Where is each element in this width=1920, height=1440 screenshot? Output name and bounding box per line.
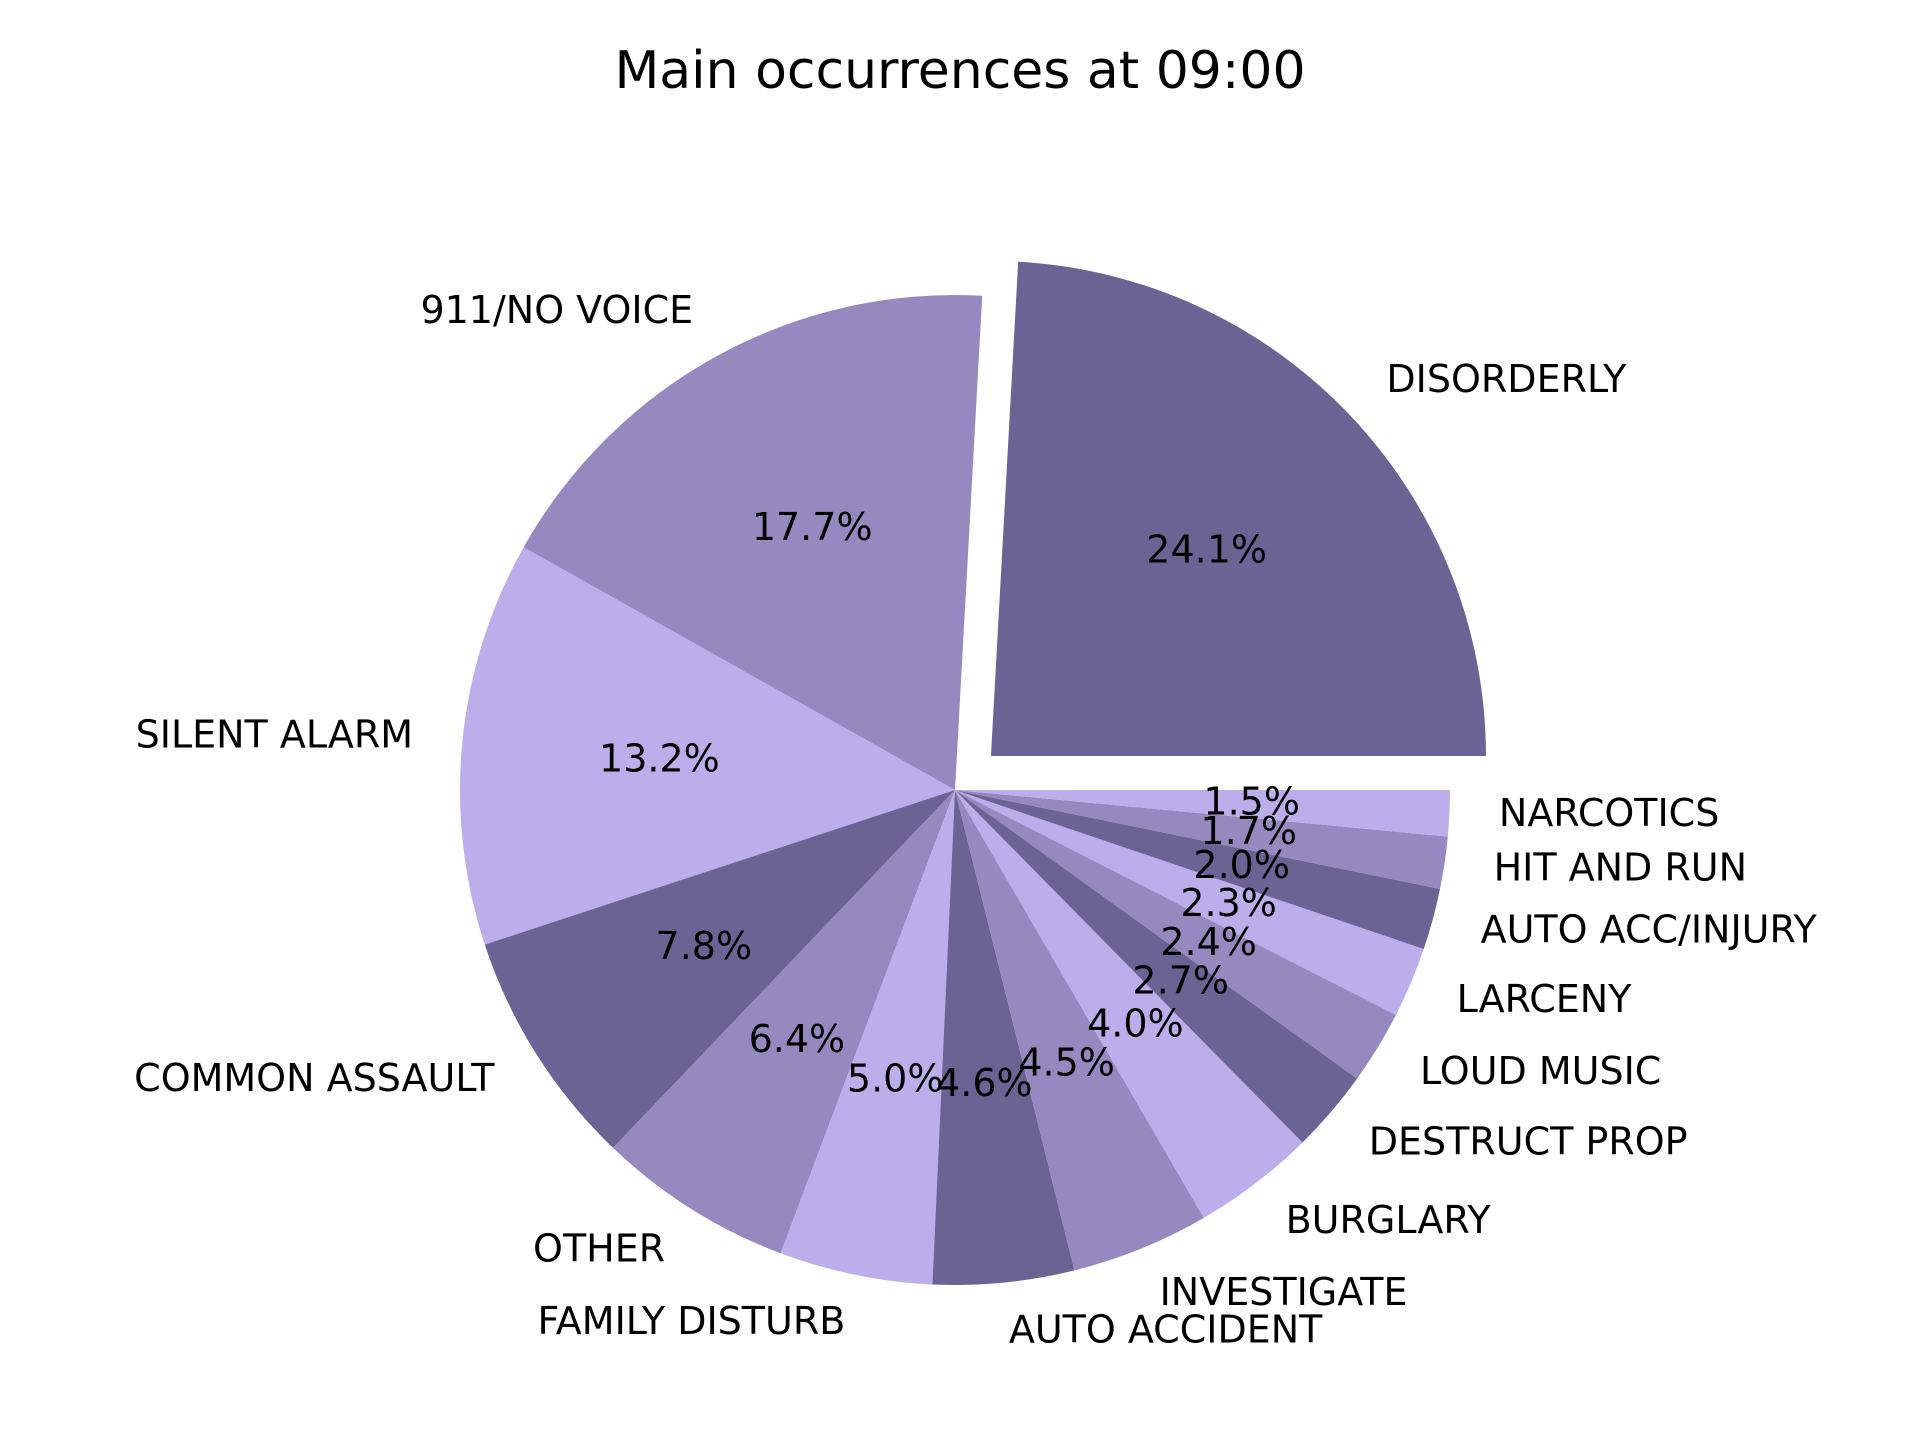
- pct-label-other: 6.4%: [749, 1017, 846, 1061]
- pct-label-burglary: 4.0%: [1087, 1001, 1184, 1045]
- pct-label-silent-alarm: 13.2%: [599, 737, 720, 781]
- slice-narcotics: [955, 790, 1450, 837]
- slice-disorderly: [990, 261, 1486, 756]
- slice-label-hit-and-run: HIT AND RUN: [1494, 846, 1747, 890]
- slice-investigate: [955, 790, 1204, 1271]
- slice-label-narcotics: NARCOTICS: [1499, 791, 1719, 835]
- slice-loud-music: [955, 790, 1396, 1079]
- pct-label-investigate: 4.5%: [1018, 1041, 1115, 1085]
- slice-hit-and-run: [955, 790, 1448, 889]
- slice-silent-alarm: [459, 547, 955, 945]
- slice-label-911-no-voice: 911/NO VOICE: [420, 288, 693, 332]
- slice-family-disturb: [780, 790, 955, 1285]
- pct-label-family-disturb: 5.0%: [847, 1056, 944, 1100]
- pct-label-destruct-prop: 2.7%: [1132, 959, 1229, 1003]
- slice-label-larceny: LARCENY: [1457, 977, 1633, 1021]
- slice-label-investigate: INVESTIGATE: [1160, 1270, 1408, 1314]
- slice-label-silent-alarm: SILENT ALARM: [136, 713, 413, 757]
- slice-label-loud-music: LOUD MUSIC: [1420, 1049, 1661, 1093]
- slice-label-auto-accident: AUTO ACCIDENT: [1009, 1307, 1323, 1351]
- slice-label-burglary: BURGLARY: [1286, 1198, 1492, 1242]
- pct-label-hit-and-run: 1.7%: [1200, 809, 1297, 853]
- slice-label-family-disturb: FAMILY DISTURB: [537, 1299, 845, 1343]
- slice-label-disorderly: DISORDERLY: [1386, 357, 1627, 401]
- pct-label-loud-music: 2.4%: [1160, 920, 1257, 964]
- pct-label-auto-accident: 4.6%: [936, 1061, 1033, 1105]
- slice-label-destruct-prop: DESTRUCT PROP: [1369, 1119, 1688, 1163]
- pct-label-common-assault: 7.8%: [656, 924, 753, 968]
- slice-other: [613, 790, 955, 1254]
- chart-title: Main occurrences at 09:00: [614, 41, 1305, 101]
- slice-label-auto-acc-injury: AUTO ACC/INJURY: [1481, 908, 1818, 952]
- pct-label-larceny: 2.3%: [1180, 881, 1277, 925]
- pie-slices: [459, 261, 1486, 1285]
- slice-burglary: [955, 790, 1303, 1218]
- slice-911-no-voice: [523, 295, 983, 790]
- slice-label-other: OTHER: [533, 1226, 665, 1270]
- slice-larceny: [955, 790, 1424, 1015]
- pie-labels: DISORDERLY 24.1% 911/NO VOICE 17.7% SILENT A…: [134, 288, 1817, 1351]
- pct-label-narcotics: 1.5%: [1203, 780, 1300, 824]
- slice-auto-accident: [932, 790, 1075, 1285]
- pct-label-disorderly: 24.1%: [1146, 527, 1267, 571]
- slice-auto-acc-injury: [955, 790, 1441, 950]
- slice-common-assault: [484, 790, 955, 1148]
- pct-label-911-no-voice: 17.7%: [752, 505, 873, 549]
- slice-destruct-prop: [955, 790, 1358, 1143]
- slice-label-common-assault: COMMON ASSAULT: [134, 1056, 495, 1100]
- pct-label-auto-acc-injury: 2.0%: [1193, 843, 1290, 887]
